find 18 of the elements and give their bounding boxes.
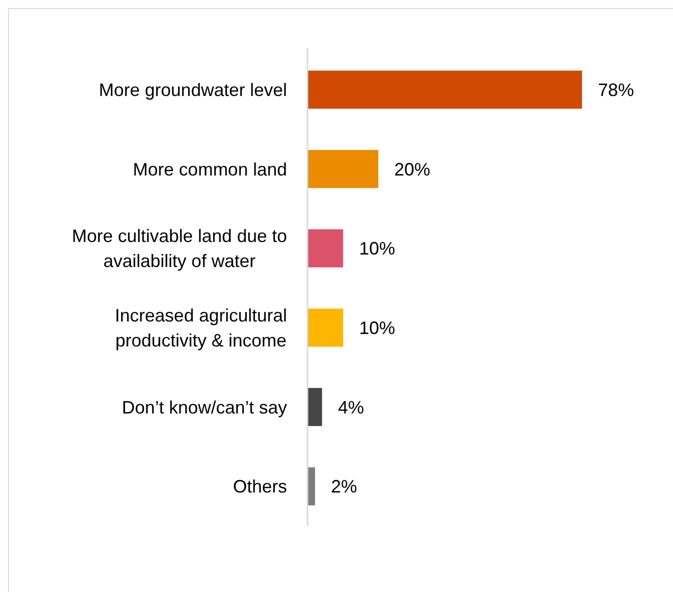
y-tick-label: More groundwater level xyxy=(98,80,288,100)
y-tick-label: Others xyxy=(232,476,288,497)
y-tick-label: More cultivable land due to availability of water xyxy=(72,226,288,272)
data-label: 10% xyxy=(359,318,396,338)
data-label: 78% xyxy=(598,80,634,100)
y-tick-label: Increased agricultural productivity & income xyxy=(114,305,287,350)
data-label: 20% xyxy=(394,159,430,180)
bar xyxy=(308,229,344,268)
bar xyxy=(308,308,344,347)
bar xyxy=(308,467,316,506)
bar xyxy=(308,388,322,426)
y-tick-label: Don’t know/can’t say xyxy=(122,397,287,418)
y-tick-label: More common land xyxy=(132,159,288,180)
bar xyxy=(308,70,582,109)
data-label: 2% xyxy=(331,476,358,497)
data-label: 10% xyxy=(359,238,396,259)
data-label: 4% xyxy=(338,397,364,418)
bar xyxy=(308,150,378,188)
